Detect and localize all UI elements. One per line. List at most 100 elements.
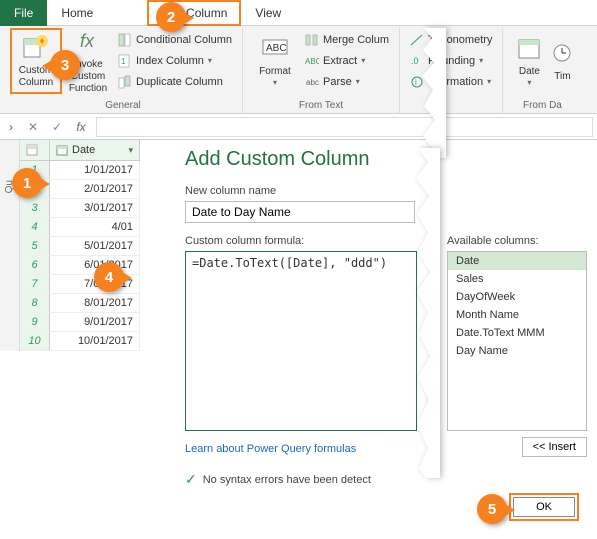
available-column-item[interactable]: DayOfWeek [448,288,586,306]
group-label-fromtext: From Text [299,98,343,113]
information-button[interactable]: i Information▾ [410,75,492,89]
ok-button[interactable]: OK [513,497,575,517]
available-column-item[interactable]: Sales [448,270,586,288]
available-column-item[interactable]: Date [448,252,586,270]
extract-button[interactable]: ABC Extract ▾ [305,54,389,68]
merge-icon [305,33,319,47]
learn-formulas-link[interactable]: Learn about Power Query formulas [185,443,417,455]
ribbon-group-fromtext: ABC Format ▾ Merge Colum ABC Extract ▾ ab… [243,28,400,113]
row-number: 4 [20,218,50,236]
tab-home[interactable]: Home [47,0,107,26]
callout-3: 3 [50,50,80,80]
row-number: 9 [20,313,50,331]
conditional-column-label: Conditional Column [136,34,232,46]
column-header-date[interactable]: Date ▾ [50,140,140,160]
ribbon: Custom Column fx Invoke Custom Function … [0,26,597,114]
cell-date: 2/01/2017 [50,180,140,198]
duplicate-column-icon [118,75,132,89]
syntax-status: ✓ No syntax errors have been detect [185,471,417,488]
available-columns-list[interactable]: DateSalesDayOfWeekMonth NameDate.ToText … [447,251,587,431]
callout-4: 4 [94,262,124,292]
table-row[interactable]: 33/01/2017 [20,199,140,218]
index-column-button[interactable]: 1 Index Column▾ [118,54,232,68]
newname-input[interactable] [185,201,415,223]
available-column-item[interactable]: Month Name [448,306,586,324]
callout-5: 5 [477,494,507,524]
trigonometry-button[interactable]: Trigonometry [410,33,492,47]
row-number: 10 [20,332,50,350]
tab-file[interactable]: File [0,0,47,26]
table-row[interactable]: 99/01/2017 [20,313,140,332]
group-label-general: General [105,98,141,113]
ribbon-tabs: File Home Add Column View [0,0,597,26]
cell-date: 9/01/2017 [50,313,140,331]
formula-label: Custom column formula: [185,235,417,247]
formula-textarea[interactable]: =Date.ToText([Date], "ddd") [185,251,417,431]
format-button[interactable]: ABC Format ▾ [249,28,301,94]
table-row[interactable]: 44/01 [20,218,140,237]
invoke-function-icon: fx [74,27,102,55]
table-row[interactable]: 55/01/2017 [20,237,140,256]
conditional-column-button[interactable]: Conditional Column [118,33,232,47]
rounding-button[interactable]: .0 Rounding ▾ [410,54,492,68]
merge-columns-button[interactable]: Merge Colum [305,33,389,47]
duplicate-column-label: Duplicate Column [136,76,223,88]
formula-bar: › ✕ ✓ fx [0,114,597,140]
tab-view[interactable]: View [241,0,295,26]
available-column-item[interactable]: Day Name [448,342,586,360]
grid-header: Date ▾ [20,140,140,161]
select-all-corner[interactable] [20,140,50,160]
svg-text:ABC: ABC [266,43,287,54]
callout-1: 1 [12,168,42,198]
row-number: 3 [20,199,50,217]
table-row[interactable]: 1010/01/2017 [20,332,140,351]
dropdown-arrow-icon: ▾ [273,78,277,88]
dropdown-arrow-icon: ▾ [487,77,491,86]
cell-date: 4/01 [50,218,140,236]
add-custom-column-dialog: Add Custom Column New column name Custom… [185,148,591,533]
svg-text:ABC: ABC [305,57,319,66]
svg-text:fx: fx [80,31,95,51]
insert-column-button[interactable]: << Insert [522,437,587,457]
available-column-item[interactable]: Date.ToText MMM [448,324,586,342]
expand-queries-button[interactable]: › [4,120,18,134]
cell-date: 3/01/2017 [50,199,140,217]
trig-label: Trigonometry [428,34,492,46]
svg-text:1: 1 [121,57,126,66]
time-icon [548,39,576,67]
row-number: 7 [20,275,50,293]
parse-icon: abc [305,75,319,89]
rounding-label: Rounding [428,55,475,67]
row-number: 8 [20,294,50,312]
merge-label: Merge Colum [323,34,389,46]
tab-spacer [107,0,147,26]
filter-arrow-icon[interactable]: ▾ [128,145,133,156]
format-icon: ABC [261,34,289,62]
formula-input[interactable] [96,117,593,137]
check-icon: ✓ [185,471,197,488]
ribbon-group-general: Custom Column fx Invoke Custom Function … [4,28,243,113]
time-button[interactable]: Tim [549,28,575,94]
date-button[interactable]: Date ▾ [509,28,549,94]
dialog-title: Add Custom Column [185,148,591,171]
row-number: 6 [20,256,50,274]
table-row[interactable]: 88/01/2017 [20,294,140,313]
apply-formula-button[interactable]: ✓ [48,120,66,134]
dropdown-arrow-icon: ▾ [479,56,483,65]
rounding-icon: .0 [410,54,424,68]
parse-button[interactable]: abc Parse▾ [305,75,389,89]
info-icon: i [410,75,424,89]
index-column-icon: 1 [118,54,132,68]
dropdown-arrow-icon: ▾ [361,56,365,65]
fx-icon: fx [72,120,90,134]
cell-date: 5/01/2017 [50,237,140,255]
dropdown-arrow-icon: ▾ [208,56,212,65]
newname-label: New column name [185,185,591,197]
ribbon-group-number: Trigonometry .0 Rounding ▾ i Information▾ [400,28,502,113]
cell-date: 8/01/2017 [50,294,140,312]
cancel-formula-button[interactable]: ✕ [24,120,42,134]
duplicate-column-button[interactable]: Duplicate Column [118,75,232,89]
format-label: Format [259,66,291,78]
extract-label: Extract [323,55,357,67]
row-number: 5 [20,237,50,255]
